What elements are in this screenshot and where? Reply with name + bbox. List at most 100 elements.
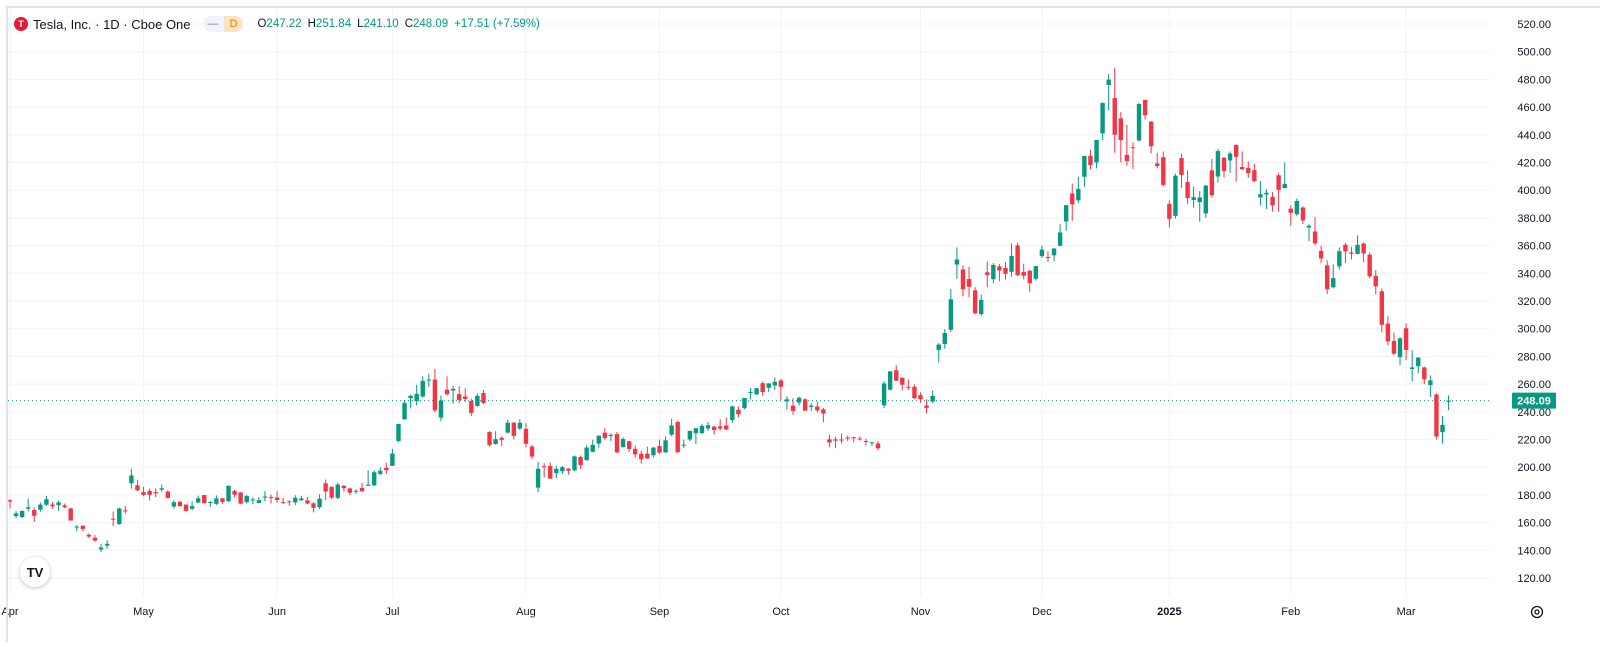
candle-body xyxy=(1391,340,1397,354)
candle-body xyxy=(960,269,966,290)
x-tick-label: Apr xyxy=(1,606,18,618)
candle xyxy=(1082,155,1087,187)
candle xyxy=(189,501,195,511)
candle xyxy=(802,398,808,411)
candle xyxy=(541,463,547,478)
candle-body xyxy=(924,405,929,408)
y-tick-label: 520.00 xyxy=(1517,19,1551,31)
y-tick-label: 200.00 xyxy=(1517,462,1551,474)
candle-body xyxy=(1039,249,1045,257)
candle-body xyxy=(948,299,954,330)
candle-body xyxy=(979,300,984,315)
candle-body xyxy=(1130,147,1136,149)
candle-body xyxy=(1027,270,1032,284)
candle-body xyxy=(1434,394,1439,437)
candle-body xyxy=(1379,291,1385,325)
gear-icon[interactable] xyxy=(1529,604,1545,620)
candle-body xyxy=(529,446,535,457)
candle-body xyxy=(760,383,765,393)
candle xyxy=(19,510,25,519)
symbol-title[interactable]: Tesla, Inc. · 1D · Cboe One xyxy=(33,16,191,32)
candle xyxy=(171,500,177,509)
candle xyxy=(1215,148,1221,183)
candle-body xyxy=(590,444,595,452)
candle-body xyxy=(135,485,140,491)
candle xyxy=(517,419,523,431)
candle xyxy=(572,455,577,472)
candle xyxy=(1379,288,1385,333)
candle-body xyxy=(475,395,480,406)
candle xyxy=(681,439,686,449)
candle xyxy=(1312,217,1318,246)
interval-d-badge[interactable]: D xyxy=(223,16,244,32)
candle xyxy=(833,436,838,449)
candle xyxy=(1167,200,1172,228)
candle-body xyxy=(930,395,935,402)
candle xyxy=(287,500,292,506)
candle xyxy=(1009,243,1014,277)
candle xyxy=(1106,73,1111,111)
candle-body xyxy=(26,507,31,509)
candle xyxy=(675,420,680,453)
y-tick-label: 280.00 xyxy=(1517,351,1551,363)
minus-icon[interactable]: — xyxy=(202,16,224,32)
candle xyxy=(1264,189,1269,209)
candle-body xyxy=(402,402,407,420)
candle-body xyxy=(857,438,862,440)
candle-body xyxy=(499,437,504,440)
candle-body xyxy=(147,490,152,495)
x-tick-label: Nov xyxy=(911,606,931,618)
candle xyxy=(1361,242,1366,263)
candle-body xyxy=(1076,188,1081,201)
candle-body xyxy=(1446,400,1451,402)
interval-pill[interactable]: — D xyxy=(202,16,244,32)
candle-body xyxy=(171,502,177,507)
candle-body xyxy=(875,443,881,449)
candle xyxy=(1252,164,1257,183)
candle xyxy=(129,468,134,489)
low-label: L xyxy=(357,18,364,30)
y-tick-label: 240.00 xyxy=(1517,407,1551,419)
candle xyxy=(1355,235,1360,255)
candle-body xyxy=(535,468,541,488)
candle-body xyxy=(906,386,911,388)
candle xyxy=(481,389,486,405)
candle-body xyxy=(359,488,365,492)
candle-body xyxy=(1082,155,1087,177)
high-label: H xyxy=(307,18,316,30)
candle-body xyxy=(881,383,887,406)
candle xyxy=(92,535,98,542)
candle xyxy=(742,397,747,410)
candle xyxy=(1076,176,1081,203)
x-tick-label: Jul xyxy=(385,606,399,618)
candle xyxy=(772,377,778,390)
candle xyxy=(954,247,960,279)
candle xyxy=(869,441,875,447)
candle xyxy=(614,432,620,454)
candle-body xyxy=(299,498,304,501)
candle xyxy=(875,441,881,451)
candle-body xyxy=(1337,251,1342,267)
candle xyxy=(900,377,905,391)
candle-body xyxy=(1270,196,1275,206)
candle-body xyxy=(1167,203,1172,219)
candle-body xyxy=(936,344,941,350)
candle-body xyxy=(548,466,553,479)
candle xyxy=(985,261,990,288)
candle xyxy=(693,427,699,444)
tradingview-logo[interactable]: TV xyxy=(20,557,50,587)
candle xyxy=(766,383,771,393)
ohlc-values: O247.22 H251.84 L241.10 C248.09 +17.51 (… xyxy=(257,18,539,30)
candle-body xyxy=(1088,155,1093,166)
candle-body xyxy=(438,400,444,418)
candle-body xyxy=(736,409,741,415)
candle xyxy=(1233,144,1239,182)
candle xyxy=(809,403,814,412)
candle xyxy=(463,388,468,402)
candle xyxy=(384,462,389,474)
x-tick-label: Jun xyxy=(268,606,286,618)
candle xyxy=(1112,67,1117,153)
candle xyxy=(62,503,67,509)
y-tick-label: 300.00 xyxy=(1517,324,1551,336)
